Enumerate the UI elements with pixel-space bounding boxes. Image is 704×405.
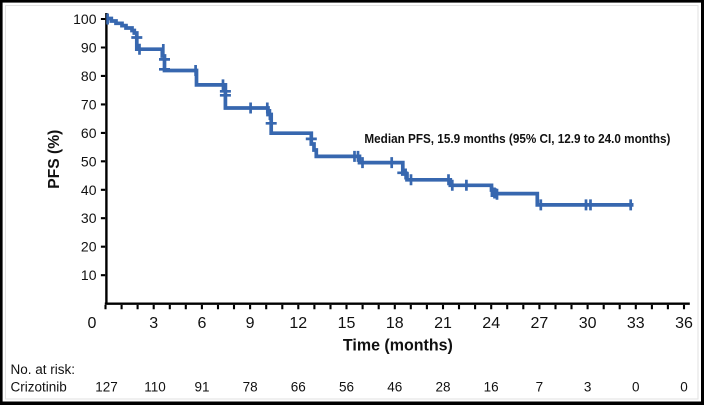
svg-text:Median PFS, 15.9 months (95% C: Median PFS, 15.9 months (95% CI, 12.9 to… xyxy=(364,131,670,146)
svg-text:20: 20 xyxy=(81,239,97,255)
svg-text:3: 3 xyxy=(149,315,158,332)
svg-text:No. at risk:: No. at risk: xyxy=(11,362,76,377)
svg-text:78: 78 xyxy=(243,379,258,394)
svg-text:100: 100 xyxy=(73,11,97,27)
svg-text:46: 46 xyxy=(387,379,402,394)
svg-text:90: 90 xyxy=(81,40,97,56)
svg-text:50: 50 xyxy=(81,153,97,169)
svg-text:66: 66 xyxy=(291,379,306,394)
svg-text:0: 0 xyxy=(680,379,688,394)
svg-text:6: 6 xyxy=(197,315,206,332)
svg-text:10: 10 xyxy=(81,267,97,283)
svg-text:30: 30 xyxy=(81,210,97,226)
svg-text:16: 16 xyxy=(484,379,499,394)
svg-text:Crizotinib: Crizotinib xyxy=(11,379,67,394)
svg-text:3: 3 xyxy=(584,379,592,394)
svg-text:91: 91 xyxy=(194,379,209,394)
svg-text:Time (months): Time (months) xyxy=(343,336,453,354)
svg-text:30: 30 xyxy=(579,315,597,332)
svg-text:PFS (%): PFS (%) xyxy=(46,130,63,189)
svg-text:56: 56 xyxy=(339,379,354,394)
svg-text:80: 80 xyxy=(81,68,97,84)
svg-text:40: 40 xyxy=(81,182,97,198)
svg-text:28: 28 xyxy=(435,379,450,394)
svg-text:70: 70 xyxy=(81,96,97,112)
svg-text:21: 21 xyxy=(434,315,452,332)
svg-text:9: 9 xyxy=(246,315,255,332)
svg-text:0: 0 xyxy=(632,379,640,394)
svg-text:127: 127 xyxy=(95,379,118,394)
svg-text:15: 15 xyxy=(338,315,356,332)
svg-text:12: 12 xyxy=(289,315,307,332)
svg-text:18: 18 xyxy=(386,315,404,332)
svg-text:27: 27 xyxy=(531,315,549,332)
svg-text:110: 110 xyxy=(144,379,166,394)
svg-text:36: 36 xyxy=(675,315,693,332)
svg-text:33: 33 xyxy=(627,315,645,332)
svg-text:24: 24 xyxy=(482,315,500,332)
svg-text:60: 60 xyxy=(81,125,97,141)
svg-text:7: 7 xyxy=(536,379,544,394)
svg-text:0: 0 xyxy=(88,315,97,332)
